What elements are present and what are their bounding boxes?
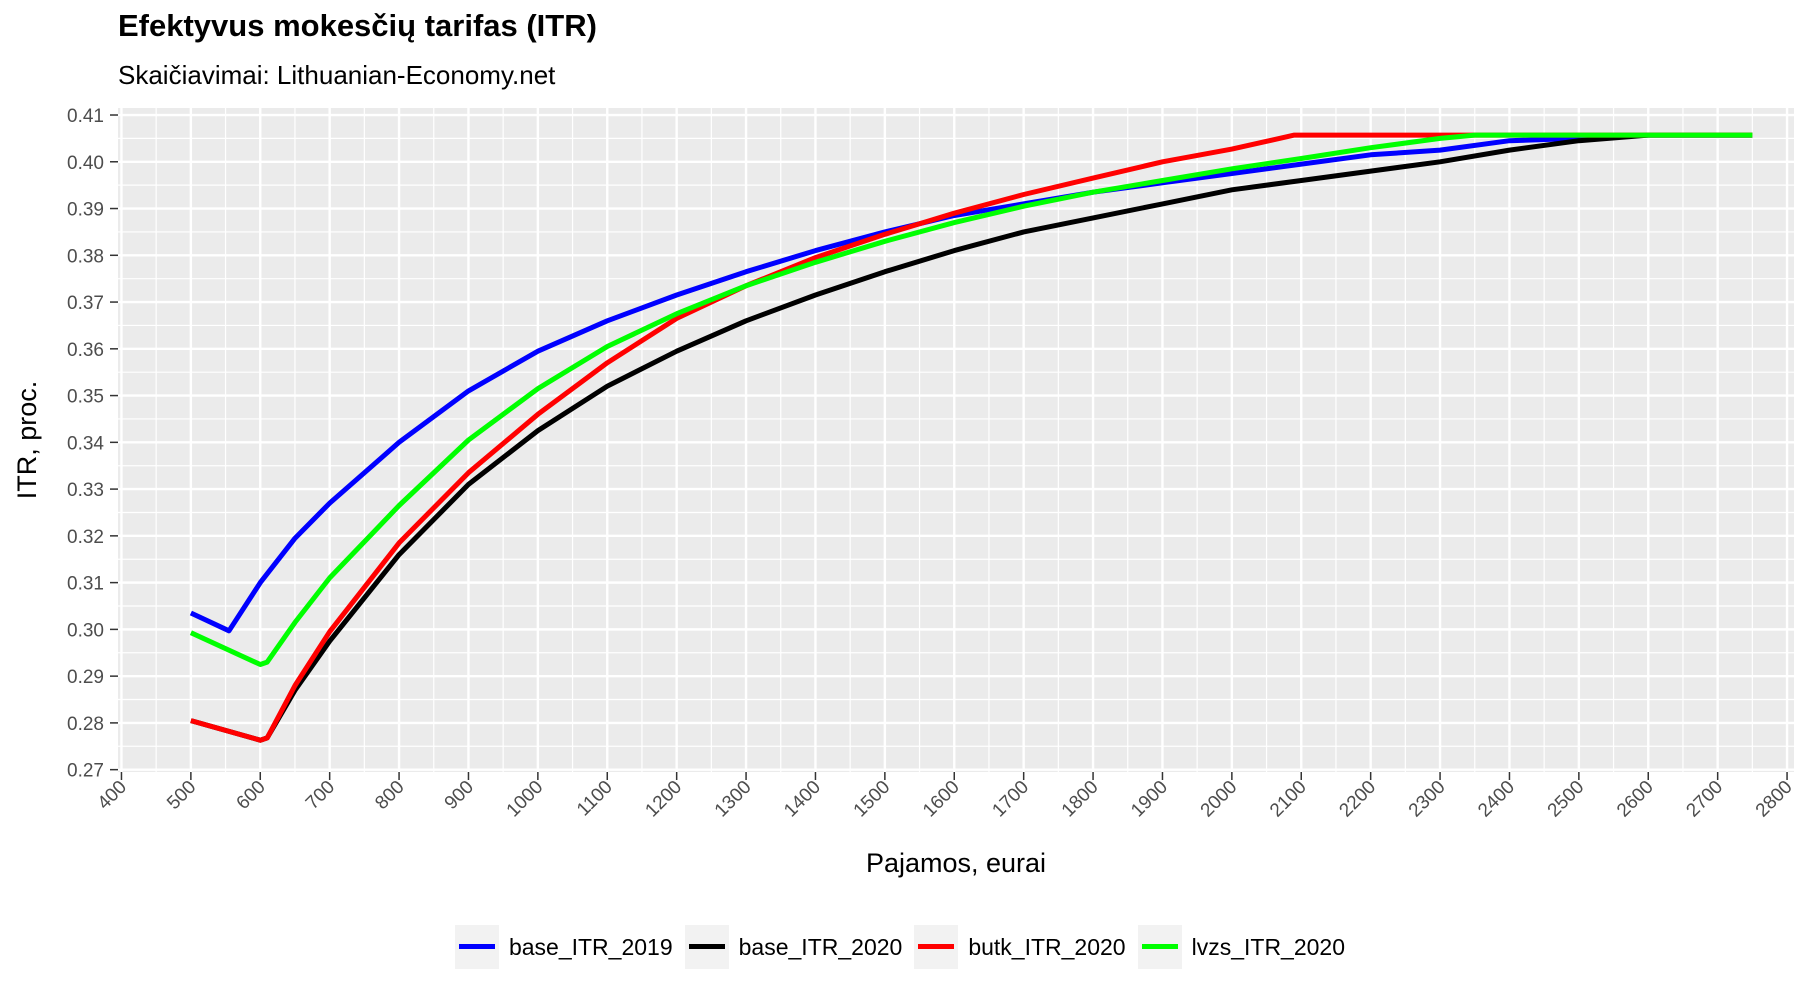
series-lines xyxy=(189,132,1753,743)
x-tick-label: 900 xyxy=(441,777,478,814)
x-axis: 400 500 600 700 800 900 1000 1100 1200 1300 1400 15… xyxy=(94,772,1797,821)
y-tick-label: 0.35 xyxy=(67,387,104,408)
x-tick-label: 1300 xyxy=(711,777,756,822)
major-gridlines xyxy=(118,108,1794,772)
chart-subtitle: Skaičiavimai: Lithuanian-Economy.net xyxy=(118,60,556,90)
legend-label: base_ITR_2020 xyxy=(738,933,903,960)
x-tick-label: 2100 xyxy=(1266,777,1311,822)
y-tick-label: 0.32 xyxy=(67,527,104,548)
legend-label: base_ITR_2019 xyxy=(508,933,673,960)
x-tick-label: 1200 xyxy=(641,777,686,822)
series-line-base_ITR_2020 xyxy=(190,132,1753,743)
y-tick-label: 0.29 xyxy=(67,667,104,688)
plot-panel xyxy=(118,108,1794,772)
x-tick-label: 1600 xyxy=(919,777,964,822)
x-tick-label: 2000 xyxy=(1197,777,1242,822)
x-tick-label: 1700 xyxy=(988,777,1033,822)
legend-label: lvzs_ITR_2020 xyxy=(1191,933,1346,960)
x-tick-label: 700 xyxy=(302,777,339,814)
x-tick-label: 500 xyxy=(163,777,200,814)
y-tick-label: 0.31 xyxy=(67,574,104,595)
y-axis-title: ITR, proc. xyxy=(12,381,42,500)
legend-line-swatch xyxy=(458,944,495,949)
x-tick-label: 400 xyxy=(94,777,131,814)
legend-key xyxy=(684,925,729,969)
legend-line-swatch xyxy=(688,944,725,949)
x-tick-label: 2300 xyxy=(1405,777,1450,822)
x-tick-label: 800 xyxy=(371,777,408,814)
chart-title: Efektyvus mokesčių tarifas (ITR) xyxy=(118,8,597,43)
x-tick-label: 1900 xyxy=(1127,777,1172,822)
y-tick-label: 0.37 xyxy=(67,293,104,314)
x-tick-label: 2600 xyxy=(1613,777,1658,822)
x-tick-label: 1400 xyxy=(780,777,825,822)
x-tick-label: 1800 xyxy=(1058,777,1103,822)
legend-line-swatch xyxy=(1141,944,1178,949)
y-tick-label: 0.27 xyxy=(67,761,104,782)
y-tick-label: 0.39 xyxy=(67,200,104,221)
legend-key xyxy=(914,925,959,969)
legend: base_ITR_2019 base_ITR_2020 butk_ITR_2020 l… xyxy=(0,922,1800,972)
y-axis: 0.27 0.28 0.29 0.30 0.31 0.32 0.33 0.34 0.35 0.36… xyxy=(67,106,118,782)
y-tick-label: 0.28 xyxy=(67,714,104,735)
x-tick-label: 1100 xyxy=(573,777,617,821)
legend-key xyxy=(454,925,499,969)
x-tick-label: 2500 xyxy=(1544,777,1589,822)
x-tick-label: 2400 xyxy=(1474,777,1519,822)
legend-key xyxy=(1137,925,1182,969)
y-tick-label: 0.38 xyxy=(67,246,104,267)
x-tick-label: 2800 xyxy=(1752,777,1797,822)
series-line-lvzs_ITR_2020 xyxy=(189,132,1753,667)
legend-item-lvzs_ITR_2020: lvzs_ITR_2020 xyxy=(1137,925,1346,969)
legend-item-base_ITR_2019: base_ITR_2019 xyxy=(454,925,673,969)
x-tick-label: 2700 xyxy=(1682,777,1727,822)
legend-line-swatch xyxy=(918,944,955,949)
x-tick-label: 1500 xyxy=(850,777,895,822)
x-axis-title: Pajamos, eurai xyxy=(866,848,1046,878)
x-tick-label: 2200 xyxy=(1335,777,1380,822)
y-tick-label: 0.40 xyxy=(67,153,104,174)
y-tick-label: 0.41 xyxy=(67,106,104,127)
y-tick-label: 0.34 xyxy=(67,433,104,454)
legend-label: butk_ITR_2020 xyxy=(968,933,1126,960)
x-tick-label: 600 xyxy=(233,777,270,814)
y-tick-label: 0.30 xyxy=(67,620,104,641)
legend-item-butk_ITR_2020: butk_ITR_2020 xyxy=(914,925,1126,969)
x-tick-label: 1000 xyxy=(503,777,548,822)
y-tick-label: 0.36 xyxy=(67,340,104,361)
y-tick-label: 0.33 xyxy=(67,480,104,501)
legend-item-base_ITR_2020: base_ITR_2020 xyxy=(684,925,903,969)
